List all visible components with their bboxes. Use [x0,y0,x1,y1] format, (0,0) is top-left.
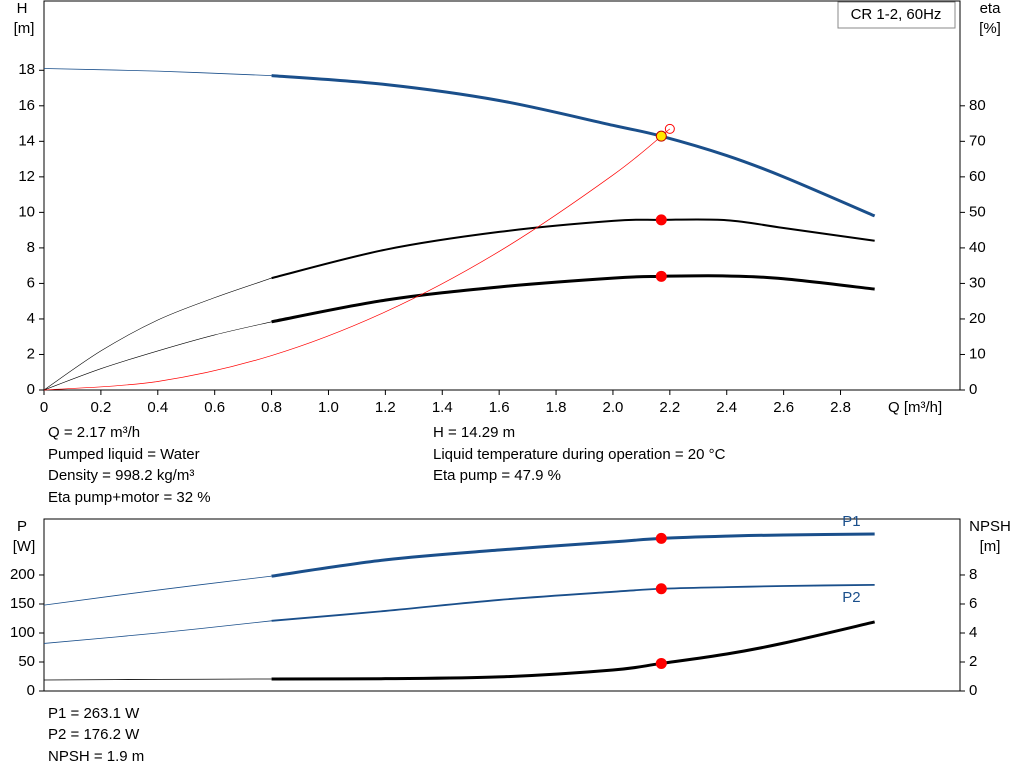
info-text: P1 = 263.1 W [48,705,140,722]
curve [271,74,876,218]
x-tick-label: 1.4 [432,399,453,416]
y2-tick-label: 0 [969,682,977,699]
y-axis-label: P [17,518,27,535]
curve [271,274,875,324]
y-tick-label: 14 [18,132,35,149]
curve [43,575,272,606]
operating-point [655,583,667,595]
x-axis-label: Q [m³/h] [888,399,942,416]
series-label: P1 [842,513,860,530]
y-tick-label: 8 [27,239,35,256]
y-tick-label: 0 [27,381,35,398]
y2-tick-label: 30 [969,274,986,291]
operating-point [655,214,667,226]
y-tick-label: 150 [10,595,35,612]
info-text: Eta pump = 47.9 % [433,467,561,484]
x-tick-label: 2.2 [659,399,680,416]
y-tick-label: 50 [18,653,35,670]
operating-point [655,270,667,282]
curve [271,532,875,578]
y-tick-label: 100 [10,624,35,641]
plot-frame [43,518,961,692]
plot-frame [43,0,961,391]
y2-axis-unit: [m] [980,538,1001,555]
x-tick-label: 0.6 [204,399,225,416]
y2-tick-label: 10 [969,345,986,362]
curve [43,620,272,644]
info-text: Density = 998.2 kg/m³ [48,467,194,484]
curve [43,277,272,391]
y2-axis-label: eta [980,0,1002,17]
info-text: Liquid temperature during operation = 20… [433,446,726,463]
x-tick-label: 0.8 [261,399,282,416]
x-tick-label: 2.4 [716,399,737,416]
y-axis-unit: [W] [13,538,36,555]
info-text: Q = 2.17 m³/h [48,424,140,441]
y2-tick-label: 0 [969,381,977,398]
x-tick-label: 0.2 [90,399,111,416]
series-label: P2 [842,589,860,606]
y2-tick-label: 70 [969,132,986,149]
y2-tick-label: 4 [969,624,977,641]
y2-tick-label: 20 [969,310,986,327]
operating-point [655,657,667,669]
y-tick-label: 4 [27,310,35,327]
x-tick-label: 2.6 [773,399,794,416]
y-tick-label: 0 [27,682,35,699]
y2-tick-label: 50 [969,203,986,220]
curve [43,128,671,391]
curve [271,218,875,280]
y2-tick-label: 6 [969,595,977,612]
info-text: Eta pump+motor = 32 % [48,489,211,506]
info-text: Pumped liquid = Water [48,446,200,463]
y2-tick-label: 8 [969,566,977,583]
x-tick-label: 2.0 [603,399,624,416]
y2-axis-unit: [%] [979,20,1001,37]
y-tick-label: 12 [18,168,35,185]
y-axis-unit: [m] [14,20,35,37]
curve [43,321,272,391]
y2-tick-label: 2 [969,653,977,670]
legend-box [837,1,956,29]
x-tick-label: 0.4 [147,399,168,416]
x-tick-label: 0 [40,399,48,416]
y-tick-label: 6 [27,274,35,291]
operating-point [664,123,675,134]
curve [43,68,272,77]
info-text: H = 14.29 m [433,424,515,441]
y-tick-label: 16 [18,97,35,114]
y2-tick-label: 60 [969,168,986,185]
info-text: P2 = 176.2 W [48,726,140,743]
curve [43,678,272,681]
y-tick-label: 200 [10,566,35,583]
operating-point [655,532,667,544]
x-tick-label: 2.8 [830,399,851,416]
curve [271,583,875,622]
y-tick-label: 2 [27,345,35,362]
curve [271,620,875,681]
y2-tick-label: 40 [969,239,986,256]
y2-tick-label: 80 [969,97,986,114]
x-tick-label: 1.6 [489,399,510,416]
y-axis-label: H [17,0,28,17]
legend-title: CR 1-2, 60Hz [851,6,942,23]
info-text: NPSH = 1.9 m [48,748,144,765]
x-tick-label: 1.2 [375,399,396,416]
y-tick-label: 10 [18,203,35,220]
y2-axis-label: NPSH [969,518,1011,535]
x-tick-label: 1.0 [318,399,339,416]
y-tick-label: 18 [18,61,35,78]
x-tick-label: 1.8 [546,399,567,416]
operating-point [655,130,667,142]
